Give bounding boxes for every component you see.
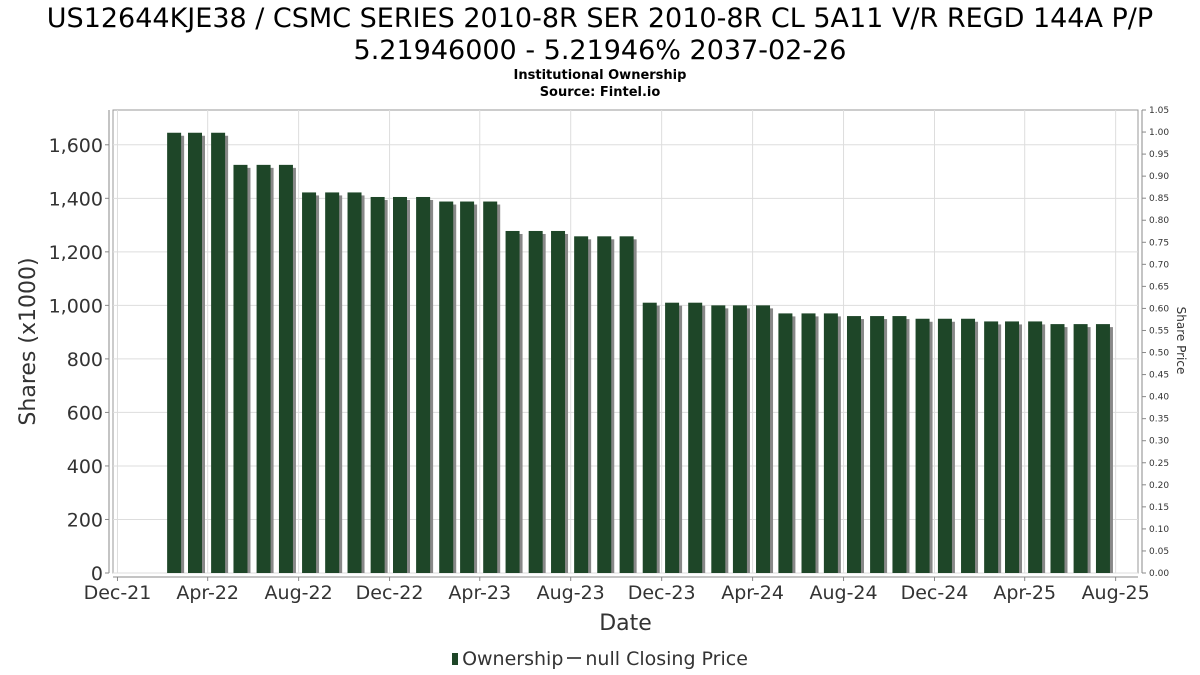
ownership-legend-swatch xyxy=(452,653,459,665)
ownership-bar xyxy=(1005,321,1020,573)
x-tick-label: Apr-23 xyxy=(448,582,511,604)
ownership-bar xyxy=(460,201,475,573)
y2-tick-label: 1.05 xyxy=(1149,106,1169,116)
ownership-bar xyxy=(597,236,612,573)
chart-title-line1: US12644KJE38 / CSMC SERIES 2010-8R SER 2… xyxy=(46,3,1154,34)
ownership-bar xyxy=(302,192,317,573)
x-tick-label: Dec-21 xyxy=(84,582,152,604)
ownership-bar xyxy=(619,236,634,573)
ownership-bar xyxy=(778,313,793,573)
ownership-bar xyxy=(1028,321,1043,573)
y2-tick-label: 0.45 xyxy=(1149,371,1169,381)
y2-tick-label: 0.25 xyxy=(1149,459,1169,469)
chart-legend: Ownership null Closing Price xyxy=(0,648,1200,670)
ownership-bar xyxy=(642,302,657,573)
y2-tick-label: 0.70 xyxy=(1149,260,1169,270)
price-legend-line xyxy=(567,657,582,659)
x-tick-label: Apr-25 xyxy=(993,582,1056,604)
y2-tick-label: 1.00 xyxy=(1149,128,1169,138)
y-tick-label: 0 xyxy=(91,563,103,585)
ownership-bar xyxy=(984,321,999,573)
y2-tick-label: 0.00 xyxy=(1149,569,1169,579)
price-legend-label: null Closing Price xyxy=(585,648,748,670)
x-tick-label: Apr-22 xyxy=(176,582,239,604)
ownership-bar xyxy=(370,196,385,573)
ownership-bar xyxy=(574,236,589,573)
y2-tick-label: 0.15 xyxy=(1149,503,1169,513)
ownership-bar xyxy=(756,305,771,573)
y2-tick-label: 0.80 xyxy=(1149,216,1169,226)
ownership-bar xyxy=(688,302,703,573)
y2-tick-label: 0.30 xyxy=(1149,437,1169,447)
x-tick-label: Dec-23 xyxy=(628,582,696,604)
y-tick-label: 600 xyxy=(67,402,103,424)
ownership-bar xyxy=(167,132,182,574)
y2-tick-label: 0.50 xyxy=(1149,349,1169,359)
x-tick-label: Aug-25 xyxy=(1082,582,1150,604)
ownership-bar xyxy=(256,164,271,573)
y-tick-label: 200 xyxy=(67,509,103,531)
ownership-bar xyxy=(325,192,340,573)
y2-tick-label: 0.65 xyxy=(1149,282,1169,292)
ownership-bar xyxy=(439,201,454,573)
ownership-legend-label: Ownership xyxy=(462,648,564,670)
y-tick-label: 800 xyxy=(67,349,103,371)
ownership-bar xyxy=(505,230,520,573)
y2-tick-label: 0.40 xyxy=(1149,393,1169,403)
y2-tick-label: 0.95 xyxy=(1149,150,1169,160)
ownership-bar xyxy=(711,305,726,573)
ownership-bar xyxy=(801,313,816,573)
ownership-bar xyxy=(233,164,248,573)
y-tick-label: 1,400 xyxy=(49,188,103,210)
ownership-bar xyxy=(1050,324,1065,573)
y-tick-label: 400 xyxy=(67,456,103,478)
y2-tick-label: 0.20 xyxy=(1149,481,1169,491)
y-tick-label: 1,600 xyxy=(49,135,103,157)
y2-tick-label: 0.60 xyxy=(1149,304,1169,314)
ownership-bar xyxy=(846,316,861,573)
ownership-bar xyxy=(665,302,680,573)
ownership-bar xyxy=(393,196,407,573)
y2-axis-label: Share Price xyxy=(1174,307,1188,375)
ownership-bar xyxy=(551,230,566,573)
chart-title-line2: 5.21946000 - 5.21946% 2037-02-26 xyxy=(353,35,847,66)
y2-tick-label: 0.75 xyxy=(1149,238,1169,248)
ownership-bar xyxy=(347,192,362,573)
y-tick-label: 1,200 xyxy=(49,242,103,264)
ownership-bar xyxy=(892,316,907,573)
ownership-bar xyxy=(416,196,431,573)
x-axis-label: Date xyxy=(599,611,652,636)
y2-tick-label: 0.55 xyxy=(1149,326,1169,336)
ownership-bar xyxy=(915,318,930,573)
ownership-bar xyxy=(961,318,976,573)
ownership-bar xyxy=(483,201,498,573)
y-axis-label: Shares (x1000) xyxy=(16,257,41,425)
x-tick-label: Aug-23 xyxy=(537,582,605,604)
ownership-bar xyxy=(823,313,838,573)
ownership-bar xyxy=(937,318,952,573)
chart-source: Source: Fintel.io xyxy=(539,85,661,100)
x-tick-label: Dec-24 xyxy=(901,582,969,604)
ownership-bar xyxy=(1095,324,1110,573)
y2-tick-label: 0.10 xyxy=(1149,525,1169,535)
ownership-bar xyxy=(528,230,543,573)
ownership-bar xyxy=(732,305,747,573)
x-tick-label: Dec-22 xyxy=(356,582,424,604)
y2-tick-label: 0.35 xyxy=(1149,415,1169,425)
ownership-bar xyxy=(278,164,293,573)
y2-tick-label: 0.05 xyxy=(1149,547,1169,557)
x-tick-label: Aug-22 xyxy=(265,582,333,604)
ownership-bar xyxy=(870,316,885,573)
ownership-bar xyxy=(211,132,226,574)
ownership-bar xyxy=(188,132,202,574)
y2-tick-label: 0.90 xyxy=(1149,172,1169,182)
y-tick-label: 1,000 xyxy=(49,295,103,317)
ownership-bar xyxy=(1073,324,1088,573)
x-tick-label: Aug-24 xyxy=(809,582,877,604)
x-tick-label: Apr-24 xyxy=(721,582,784,604)
chart-subtitle: Institutional Ownership xyxy=(513,68,687,83)
y2-tick-label: 0.85 xyxy=(1149,194,1169,204)
